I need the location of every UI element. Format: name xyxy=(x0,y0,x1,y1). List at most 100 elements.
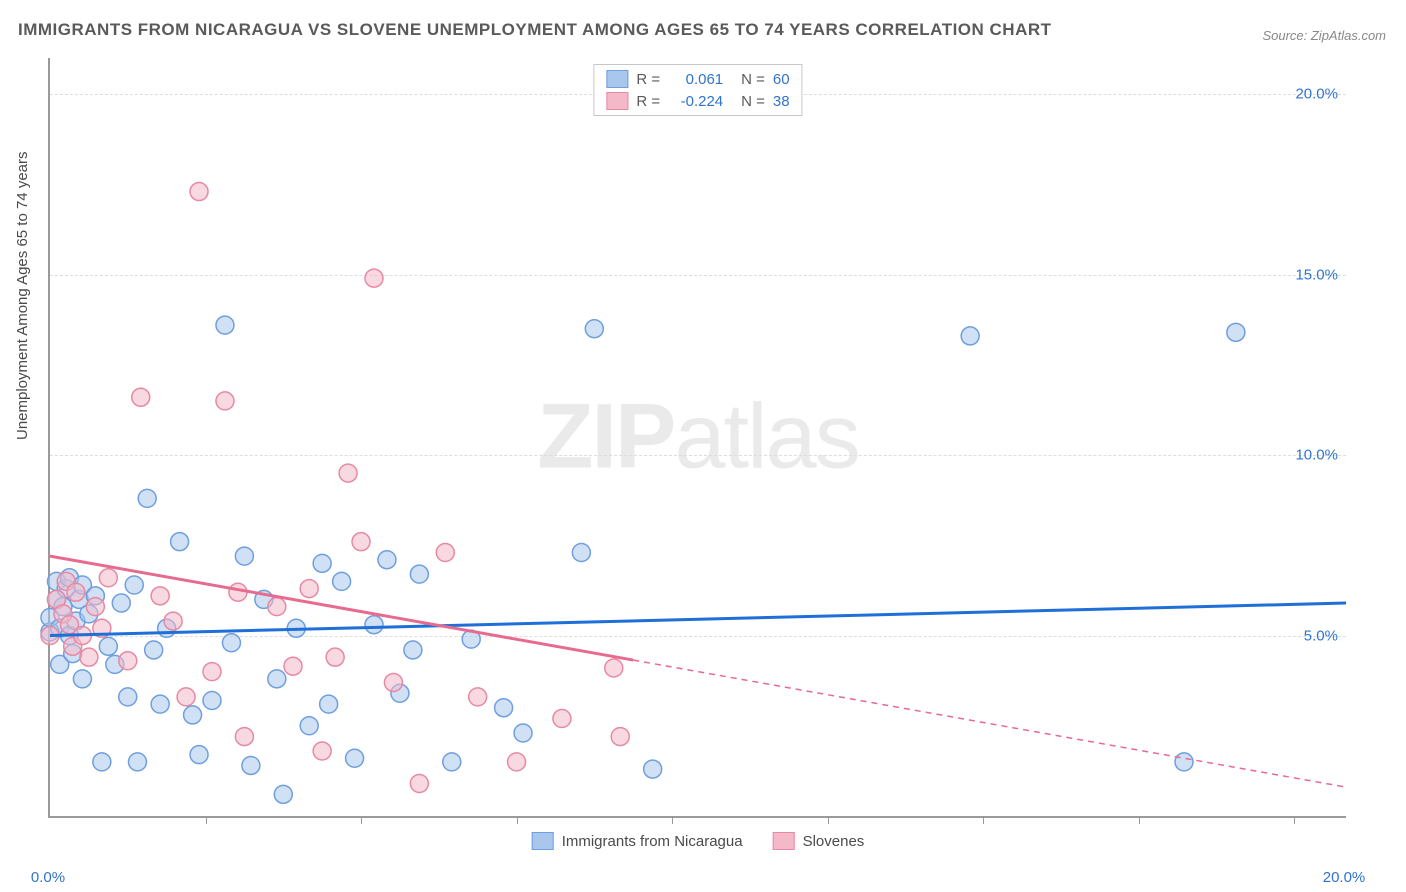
x-tick xyxy=(1139,816,1140,824)
data-point xyxy=(961,327,979,345)
data-point xyxy=(235,547,253,565)
data-point xyxy=(365,616,383,634)
source-citation: Source: ZipAtlas.com xyxy=(1262,28,1386,43)
legend-r-label: R = xyxy=(636,93,660,110)
data-point xyxy=(190,746,208,764)
legend-swatch xyxy=(532,832,554,850)
data-point xyxy=(410,775,428,793)
data-point xyxy=(326,648,344,666)
legend-item: Immigrants from Nicaragua xyxy=(532,832,743,850)
legend-row: R = -0.224 N = 38 xyxy=(606,90,789,112)
data-point xyxy=(151,587,169,605)
x-tick xyxy=(828,816,829,824)
data-point xyxy=(99,569,117,587)
data-point xyxy=(268,598,286,616)
data-point xyxy=(365,269,383,287)
data-point xyxy=(352,533,370,551)
data-point xyxy=(378,551,396,569)
data-point xyxy=(86,598,104,616)
data-point xyxy=(508,753,526,771)
data-point xyxy=(73,670,91,688)
data-point xyxy=(164,612,182,630)
legend-correlation: R = 0.061 N = 60 R = -0.224 N = 38 xyxy=(593,64,802,116)
data-point xyxy=(112,594,130,612)
data-point xyxy=(268,670,286,688)
scatter-svg xyxy=(50,58,1346,816)
legend-n-label: N = xyxy=(741,71,765,88)
x-tick xyxy=(517,816,518,824)
data-point xyxy=(339,464,357,482)
data-point xyxy=(222,634,240,652)
data-point xyxy=(514,724,532,742)
x-tick xyxy=(361,816,362,824)
data-point xyxy=(242,756,260,774)
data-point xyxy=(138,489,156,507)
data-point xyxy=(346,749,364,767)
data-point xyxy=(644,760,662,778)
data-point xyxy=(67,583,85,601)
data-point xyxy=(128,753,146,771)
data-point xyxy=(145,641,163,659)
legend-series: Immigrants from Nicaragua Slovenes xyxy=(532,832,865,850)
trend-line xyxy=(50,603,1346,635)
data-point xyxy=(80,648,98,666)
legend-r-value: 0.061 xyxy=(668,71,723,88)
data-point xyxy=(320,695,338,713)
data-point xyxy=(313,742,331,760)
data-point xyxy=(203,691,221,709)
plot-area: ZIPatlas R =0.061N =60R =-0.224N =38 Imm… xyxy=(48,58,1346,818)
legend-r-value: -0.224 xyxy=(668,93,723,110)
data-point xyxy=(313,554,331,572)
data-point xyxy=(125,576,143,594)
x-tick xyxy=(672,816,673,824)
x-tick xyxy=(206,816,207,824)
data-point xyxy=(404,641,422,659)
data-point xyxy=(553,710,571,728)
legend-n-label: N = xyxy=(741,93,765,110)
data-point xyxy=(572,544,590,562)
data-point xyxy=(585,320,603,338)
data-point xyxy=(300,717,318,735)
data-point xyxy=(436,544,454,562)
data-point xyxy=(611,728,629,746)
legend-n-value: 60 xyxy=(773,71,790,88)
data-point xyxy=(177,688,195,706)
data-point xyxy=(184,706,202,724)
data-point xyxy=(443,753,461,771)
data-point xyxy=(119,688,137,706)
data-point xyxy=(384,673,402,691)
data-point xyxy=(99,637,117,655)
legend-swatch xyxy=(773,832,795,850)
data-point xyxy=(333,572,351,590)
data-point xyxy=(469,688,487,706)
chart-title: IMMIGRANTS FROM NICARAGUA VS SLOVENE UNE… xyxy=(18,20,1052,40)
data-point xyxy=(495,699,513,717)
legend-item: Slovenes xyxy=(773,832,865,850)
data-point xyxy=(93,753,111,771)
legend-n-value: 38 xyxy=(773,93,790,110)
data-point xyxy=(605,659,623,677)
legend-series-label: Slovenes xyxy=(803,833,865,850)
data-point xyxy=(1227,323,1245,341)
data-point xyxy=(300,580,318,598)
data-point xyxy=(274,785,292,803)
data-point xyxy=(235,728,253,746)
data-point xyxy=(203,663,221,681)
x-tick-label: 20.0% xyxy=(1323,869,1366,886)
legend-r-label: R = xyxy=(636,71,660,88)
x-tick-label: 0.0% xyxy=(31,869,65,886)
data-point xyxy=(132,388,150,406)
legend-series-label: Immigrants from Nicaragua xyxy=(562,833,743,850)
legend-swatch xyxy=(606,92,628,110)
data-point xyxy=(410,565,428,583)
data-point xyxy=(190,183,208,201)
x-tick xyxy=(1294,816,1295,824)
data-point xyxy=(216,392,234,410)
legend-row: R = 0.061 N = 60 xyxy=(606,68,789,90)
data-point xyxy=(216,316,234,334)
data-point xyxy=(284,657,302,675)
trend-line-dashed xyxy=(633,660,1346,787)
data-point xyxy=(151,695,169,713)
x-tick xyxy=(983,816,984,824)
data-point xyxy=(171,533,189,551)
